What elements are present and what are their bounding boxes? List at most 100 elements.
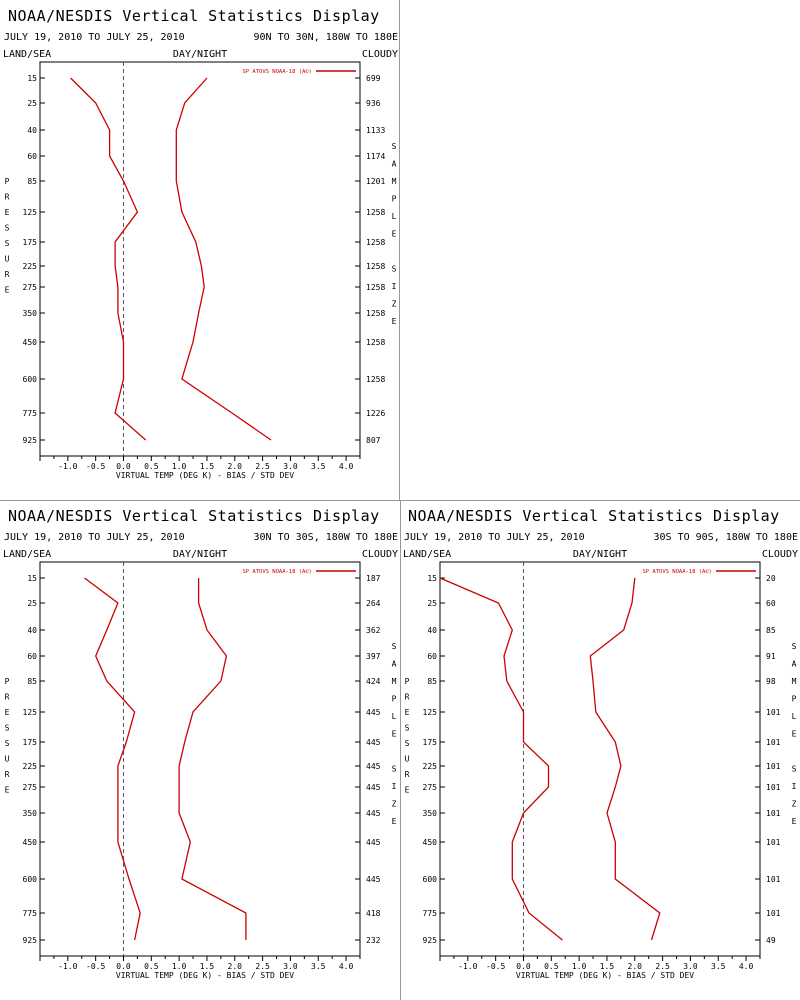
- x-tick-label: 1.5: [200, 962, 215, 971]
- sample-size-label: 1133: [366, 126, 385, 135]
- sample-size-axis-letter: Z: [792, 800, 797, 809]
- sample-size-label: 445: [366, 738, 381, 747]
- day-night-label: DAY/NIGHT: [173, 549, 227, 560]
- sample-size-axis-letter: M: [392, 177, 397, 186]
- pressure-level-label: 350: [423, 809, 438, 818]
- sample-size-axis-letter: A: [392, 660, 397, 669]
- x-tick-label: 2.5: [255, 462, 270, 471]
- sample-size-label: 101: [766, 738, 781, 747]
- day-night-label: DAY/NIGHT: [173, 49, 227, 60]
- x-tick-label: 1.5: [200, 462, 215, 471]
- sample-size-label: 936: [366, 99, 381, 108]
- sample-size-axis-letter: E: [392, 230, 397, 239]
- sample-size-label: 362: [366, 626, 381, 635]
- x-tick-label: 0.0: [516, 962, 531, 971]
- pressure-level-label: 600: [23, 375, 38, 384]
- land-sea-label: LAND/SEA: [3, 49, 51, 60]
- x-tick-label: 0.5: [144, 962, 159, 971]
- series-line-std-dev: [175, 77, 272, 441]
- pressure-level-label: 15: [27, 574, 37, 583]
- sample-size-label: 232: [366, 936, 381, 945]
- pressure-axis-letter: R: [405, 693, 410, 702]
- pressure-level-label: 125: [23, 208, 38, 217]
- plot-frame: [39, 61, 361, 457]
- sample-size-label: 424: [366, 677, 381, 686]
- sample-size-label: 1258: [366, 375, 385, 384]
- sample-size-axis-letter: I: [792, 782, 797, 791]
- sample-size-label: 1258: [366, 238, 385, 247]
- pressure-axis-letter: R: [5, 770, 10, 779]
- pressure-level-label: 85: [427, 677, 437, 686]
- pressure-axis-letter: E: [5, 286, 10, 295]
- sample-size-axis-letter: S: [792, 642, 797, 651]
- sample-size-label: 445: [366, 708, 381, 717]
- date-range: JULY 19, 2010 TO JULY 25, 2010: [404, 532, 585, 543]
- series-line-std-dev: [589, 577, 661, 941]
- x-tick-label: 2.0: [228, 462, 243, 471]
- x-axis-label: VIRTUAL TEMP (DEG K) - BIAS / STD DEV: [116, 471, 294, 480]
- pressure-level-label: 775: [23, 909, 38, 918]
- day-night-label: DAY/NIGHT: [573, 549, 627, 560]
- sample-size-axis-letter: E: [392, 730, 397, 739]
- pressure-level-label: 175: [23, 238, 38, 247]
- x-tick-label: 0.0: [116, 462, 131, 471]
- x-tick-label: 3.5: [311, 462, 326, 471]
- sample-size-label: 101: [766, 909, 781, 918]
- pressure-level-label: 600: [423, 875, 438, 884]
- pressure-level-label: 175: [23, 738, 38, 747]
- pressure-axis-letter: S: [5, 224, 10, 233]
- cloudy-label: CLOUDY: [362, 549, 398, 560]
- sample-size-axis-letter: S: [792, 765, 797, 774]
- sample-size-axis-letter: Z: [392, 800, 397, 809]
- pressure-level-label: 15: [27, 74, 37, 83]
- region-label: 30N TO 30S, 180W TO 180E: [254, 532, 399, 543]
- pressure-level-label: 40: [427, 626, 437, 635]
- sample-size-axis-letter: M: [792, 677, 797, 686]
- sample-size-axis-letter: L: [792, 712, 797, 721]
- sample-size-label: 20: [766, 574, 776, 583]
- sample-size-label: 445: [366, 809, 381, 818]
- pressure-axis-letter: U: [5, 755, 10, 764]
- pressure-axis-letter: S: [5, 724, 10, 733]
- chart-title: NOAA/NESDIS Vertical Statistics Display: [408, 507, 780, 525]
- pressure-level-label: 125: [23, 708, 38, 717]
- pressure-axis-letter: E: [405, 786, 410, 795]
- pressure-level-label: 225: [23, 262, 38, 271]
- sample-size-axis-letter: L: [392, 712, 397, 721]
- pressure-level-label: 450: [23, 338, 38, 347]
- x-tick-label: 3.5: [711, 962, 726, 971]
- pressure-level-label: 925: [423, 936, 438, 945]
- pressure-axis-letter: P: [405, 677, 410, 686]
- pressure-level-label: 60: [27, 152, 37, 161]
- sample-size-label: 1258: [366, 283, 385, 292]
- x-tick-label: -1.0: [58, 962, 77, 971]
- pressure-level-label: 40: [27, 626, 37, 635]
- chart-panel-2: NOAA/NESDIS Vertical Statistics Display J…: [3, 507, 399, 980]
- pressure-level-label: 775: [23, 409, 38, 418]
- pressure-level-label: 275: [23, 783, 38, 792]
- x-tick-label: 1.5: [600, 962, 615, 971]
- sample-size-axis-letter: A: [792, 660, 797, 669]
- date-range: JULY 19, 2010 TO JULY 25, 2010: [4, 32, 185, 43]
- pressure-level-label: 125: [423, 708, 438, 717]
- sample-size-label: 60: [766, 599, 776, 608]
- sample-size-axis-letter: M: [392, 677, 397, 686]
- divider-top-vertical: [399, 0, 400, 500]
- x-tick-label: 4.0: [739, 962, 754, 971]
- sample-size-label: 85: [766, 626, 776, 635]
- chart-panel-3: NOAA/NESDIS Vertical Statistics Display J…: [403, 507, 798, 980]
- divider-bottom-vertical: [400, 500, 401, 1000]
- pressure-axis-letter: R: [405, 770, 410, 779]
- x-tick-label: -0.5: [486, 962, 505, 971]
- sample-size-axis-letter: P: [792, 695, 797, 704]
- sample-size-label: 264: [366, 599, 381, 608]
- pressure-axis-letter: P: [5, 677, 10, 686]
- x-tick-label: 1.0: [172, 962, 187, 971]
- sample-size-label: 101: [766, 783, 781, 792]
- x-tick-label: -1.0: [58, 462, 77, 471]
- x-tick-label: 3.5: [311, 962, 326, 971]
- pressure-level-label: 15: [427, 574, 437, 583]
- pressure-level-label: 925: [23, 936, 38, 945]
- x-tick-label: 2.5: [255, 962, 270, 971]
- pressure-axis-letter: S: [5, 739, 10, 748]
